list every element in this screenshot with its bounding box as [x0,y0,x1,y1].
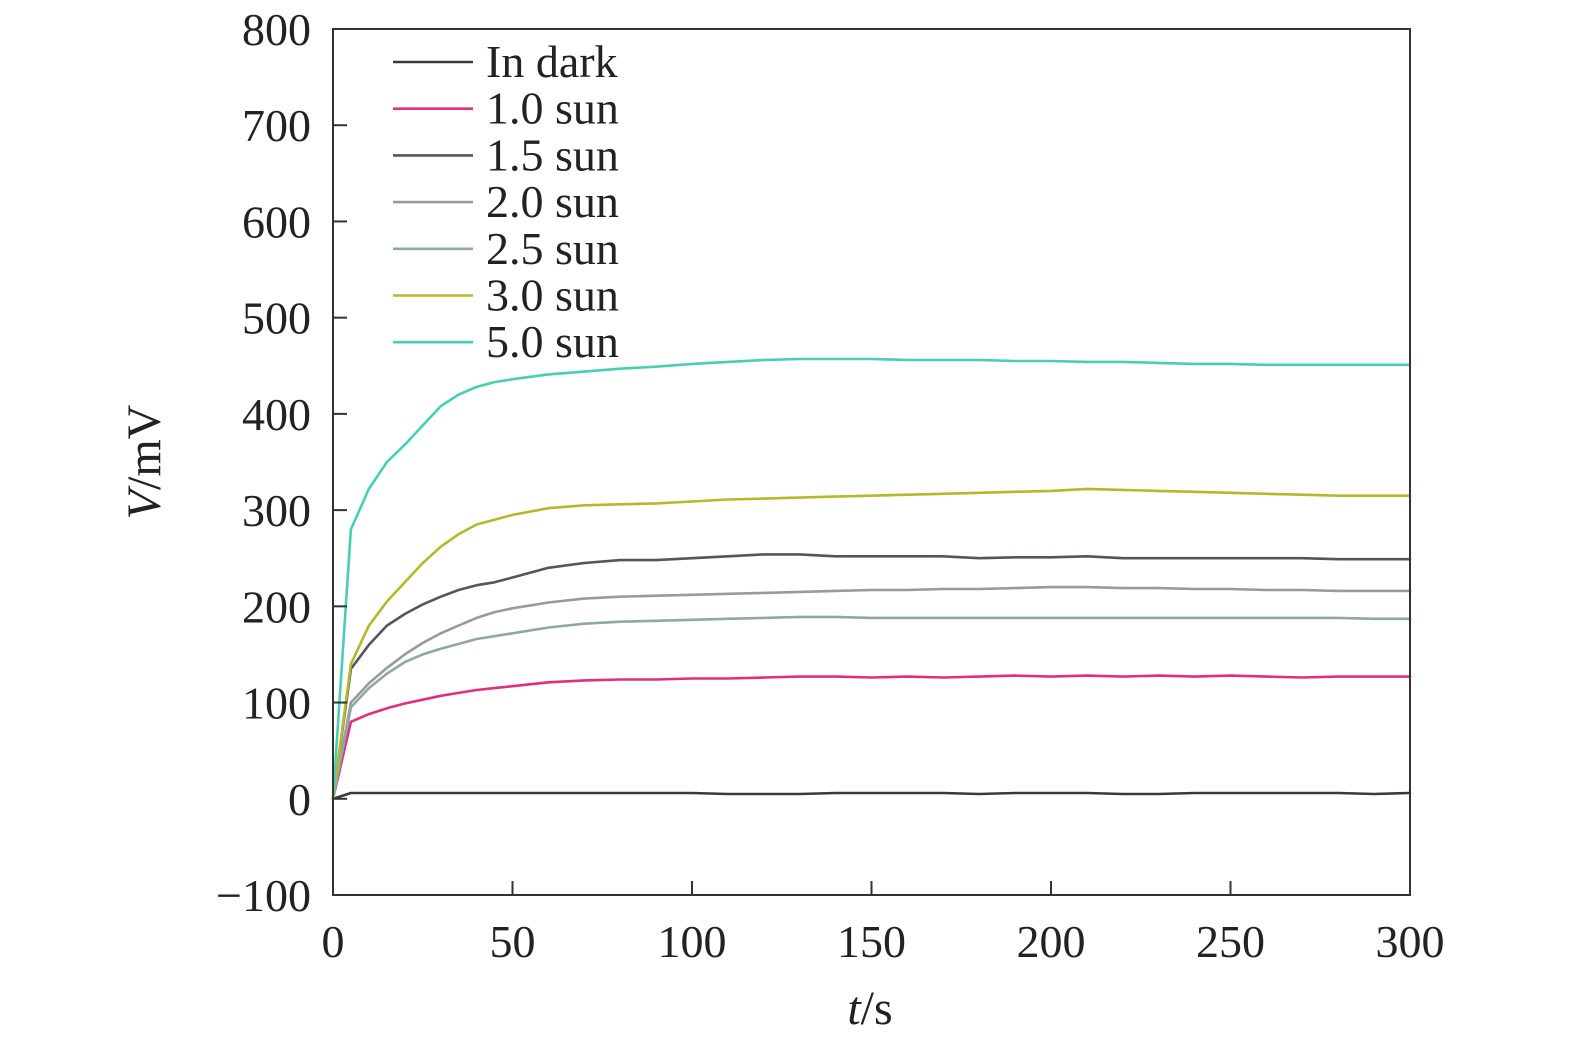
legend-label-0: In dark [486,36,618,87]
series-line-3 [331,585,1412,801]
legend-label-5: 3.0 sun [486,270,619,321]
x-tick-label-0: 0 [322,916,345,967]
x-tick-label-3: 150 [837,916,906,967]
y-tick-label-2: 100 [242,678,311,729]
x-tick-label-5: 250 [1196,916,1265,967]
y-tick-label-3: 200 [242,581,311,632]
series-line-6 [331,357,1412,801]
y-tick-label-7: 600 [242,196,311,247]
legend-label-2: 1.5 sun [486,129,619,180]
y-tick-label-1: 0 [288,774,311,825]
legend-label-6: 5.0 sun [486,316,619,367]
series-line-2 [331,553,1412,801]
series-layer [331,357,1412,801]
ticks-layer: 0 50 100 150 200 250 300−100010020030040050060… [216,4,1444,967]
series-line-5 [331,487,1412,801]
series-line-0 [331,791,1412,801]
y-tick-label-4: 300 [242,485,311,536]
legend-label-3: 2.0 sun [486,176,619,227]
y-tick-label-8: 700 [242,100,311,151]
x-axis-title: t/s [847,982,892,1035]
x-tick-label-2: 100 [658,916,727,967]
series-line-1 [331,674,1412,801]
series-line-4 [331,615,1412,801]
y-tick-label-6: 500 [242,293,311,344]
legend-label-4: 2.5 sun [486,223,619,274]
x-tick-label-6: 300 [1376,916,1445,967]
x-tick-label-4: 200 [1017,916,1086,967]
y-tick-label-5: 400 [242,389,311,440]
y-tick-label-9: 800 [242,4,311,55]
y-axis-title: V/mV [118,404,171,519]
y-tick-label-0: −100 [216,870,311,921]
x-tick-label-1: 50 [490,916,536,967]
legend-label-1: 1.0 sun [486,83,619,134]
